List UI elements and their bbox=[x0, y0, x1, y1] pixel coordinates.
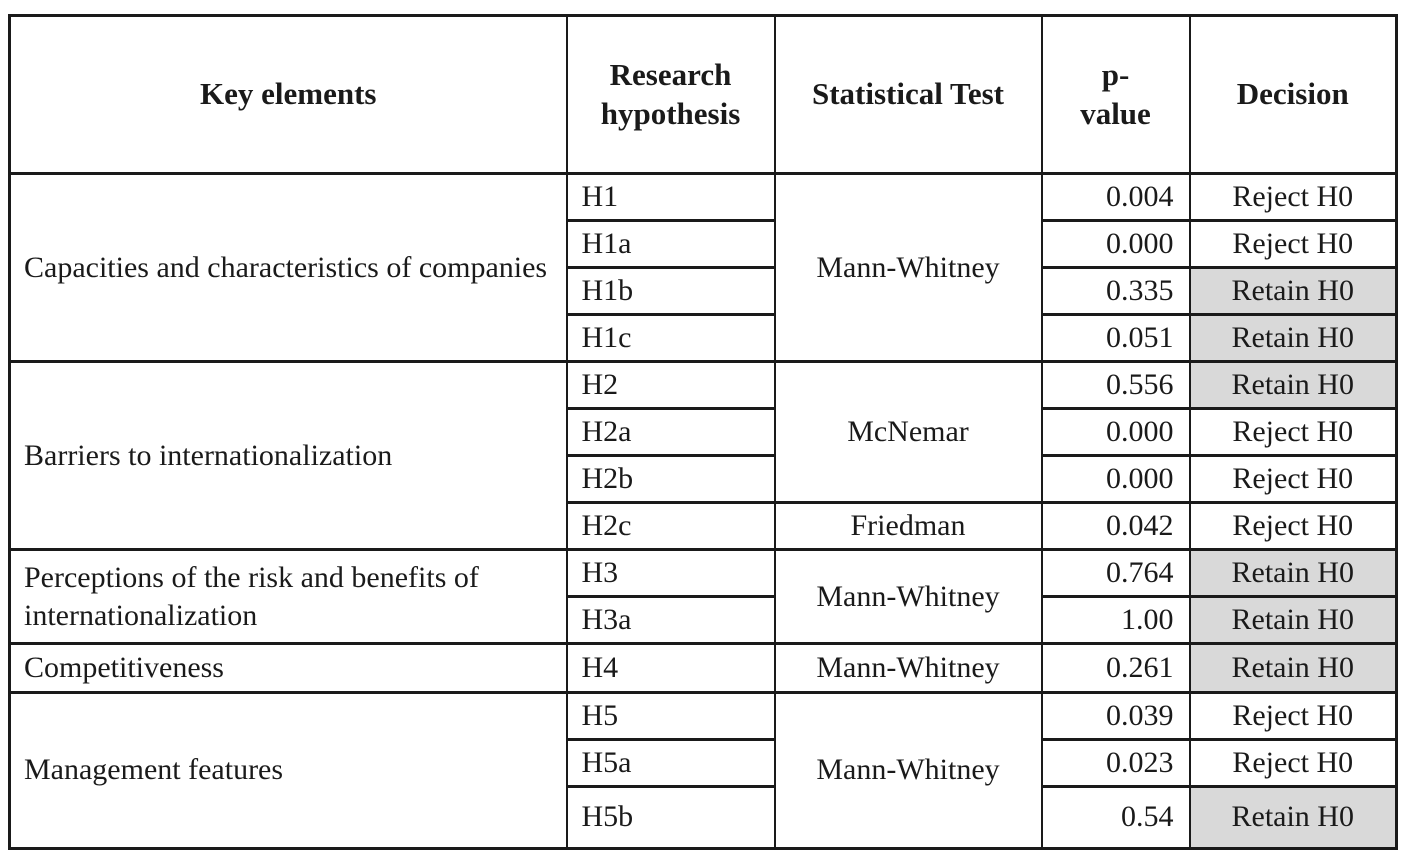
table-row: Capacities and characteristics of compan… bbox=[8, 172, 1398, 363]
header-row: Key elements Research hypothesis Statist… bbox=[8, 14, 1398, 175]
decision-cell: Retain H0 bbox=[1188, 360, 1398, 410]
decision-cell: Reject H0 bbox=[1188, 737, 1398, 788]
decision-cell: Retain H0 bbox=[1188, 313, 1398, 363]
hypothesis-cell: H5a bbox=[565, 737, 776, 788]
hypothesis-cell: H1b bbox=[565, 266, 776, 316]
decision-cell: Reject H0 bbox=[1188, 219, 1398, 269]
hypothesis-cell: H1a bbox=[565, 219, 776, 269]
table-row: Management features H5 Mann-Whitney 0.03… bbox=[8, 690, 1398, 850]
col-header-decision: Decision bbox=[1188, 14, 1398, 175]
key-element-cell: Competitiveness bbox=[8, 642, 568, 694]
decision-cell: Retain H0 bbox=[1188, 595, 1398, 645]
decision-cell: Reject H0 bbox=[1188, 454, 1398, 504]
table-row: H2a 0.000 Reject H0 bbox=[10, 407, 1398, 457]
hypothesis-cell: H1 bbox=[565, 172, 776, 222]
hypothesis-results-table: Key elements Research hypothesis Statist… bbox=[8, 14, 1398, 850]
table-row: Competitiveness H4 Mann-Whitney 0.261 Re… bbox=[8, 642, 1398, 694]
test-cell: Mann-Whitney bbox=[773, 172, 1043, 363]
p-value-cell: 0.261 bbox=[1040, 642, 1191, 694]
table-row: H2b 0.000 Reject H0 bbox=[10, 454, 1398, 504]
table-row: H1b 0.335 Retain H0 bbox=[10, 266, 1398, 316]
decision-cell: Reject H0 bbox=[1188, 690, 1398, 741]
test-cell: Mann-Whitney bbox=[773, 642, 1043, 694]
col-header-research-hypothesis: Research hypothesis bbox=[565, 14, 776, 175]
key-element-cell: Perceptions of the risk and benefits of … bbox=[8, 548, 568, 645]
decision-cell: Reject H0 bbox=[1188, 407, 1398, 457]
table-row: Perceptions of the risk and benefits of … bbox=[8, 548, 1398, 645]
p-value-cell: 0.54 bbox=[1040, 784, 1191, 850]
p-value-cell: 0.039 bbox=[1040, 690, 1191, 741]
p-value-cell: 0.000 bbox=[1040, 407, 1191, 457]
p-value-cell: 0.023 bbox=[1040, 737, 1191, 788]
col-header-statistical-test: Statistical Test bbox=[773, 14, 1043, 175]
key-element-cell: Capacities and characteristics of compan… bbox=[8, 172, 568, 363]
p-value-cell: 0.042 bbox=[1040, 501, 1191, 551]
decision-cell: Retain H0 bbox=[1188, 548, 1398, 598]
col-header-p-value: p-value bbox=[1040, 14, 1191, 175]
table-row: H2c Friedman 0.042 Reject H0 bbox=[10, 501, 1398, 551]
table-row: Barriers to internationalization H2 McNe… bbox=[8, 360, 1398, 551]
hypothesis-cell: H5b bbox=[565, 784, 776, 850]
key-element-cell: Barriers to internationalization bbox=[8, 360, 568, 551]
hypothesis-cell: H3a bbox=[565, 595, 776, 645]
p-value-cell: 0.556 bbox=[1040, 360, 1191, 410]
hypothesis-cell: H4 bbox=[565, 642, 776, 694]
hypothesis-cell: H3 bbox=[565, 548, 776, 598]
p-value-cell: 0.000 bbox=[1040, 219, 1191, 269]
decision-cell: Retain H0 bbox=[1188, 642, 1398, 694]
hypothesis-cell: H2c bbox=[565, 501, 776, 551]
key-element-cell: Management features bbox=[8, 690, 568, 850]
decision-cell: Retain H0 bbox=[1188, 266, 1398, 316]
hypothesis-cell: H5 bbox=[565, 690, 776, 741]
test-cell: Mann-Whitney bbox=[773, 548, 1043, 645]
p-value-cell: 0.000 bbox=[1040, 454, 1191, 504]
col-header-key-elements: Key elements bbox=[8, 14, 568, 175]
p-value-header-text: p-value bbox=[1080, 56, 1151, 131]
table-row: H5a 0.023 Reject H0 bbox=[10, 737, 1398, 788]
table-row: H1a 0.000 Reject H0 bbox=[10, 219, 1398, 269]
p-value-cell: 0.335 bbox=[1040, 266, 1191, 316]
table-row: H1c 0.051 Retain H0 bbox=[10, 313, 1398, 363]
p-value-cell: 0.004 bbox=[1040, 172, 1191, 222]
p-value-cell: 0.051 bbox=[1040, 313, 1191, 363]
test-cell: Friedman bbox=[773, 501, 1043, 551]
p-value-cell: 1.00 bbox=[1040, 595, 1191, 645]
hypothesis-cell: H1c bbox=[565, 313, 776, 363]
document-page: Key elements Research hypothesis Statist… bbox=[8, 14, 1398, 850]
decision-cell: Reject H0 bbox=[1188, 172, 1398, 222]
p-value-cell: 0.764 bbox=[1040, 548, 1191, 598]
decision-cell: Reject H0 bbox=[1188, 501, 1398, 551]
table-row: H3a 1.00 Retain H0 bbox=[10, 595, 1398, 645]
hypothesis-cell: H2b bbox=[565, 454, 776, 504]
test-cell: McNemar bbox=[773, 360, 1043, 504]
decision-cell: Retain H0 bbox=[1188, 784, 1398, 850]
hypothesis-cell: H2a bbox=[565, 407, 776, 457]
hypothesis-cell: H2 bbox=[565, 360, 776, 410]
test-cell: Mann-Whitney bbox=[773, 690, 1043, 850]
